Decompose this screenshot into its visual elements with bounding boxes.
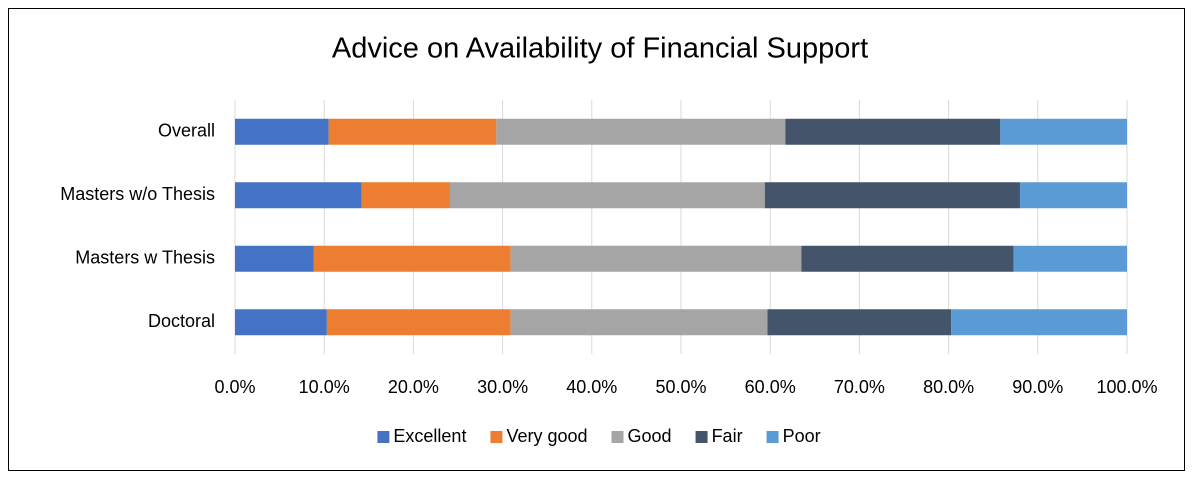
bar-segment	[785, 118, 1001, 145]
x-tick-label: 50.0%	[655, 377, 706, 397]
bar-segment	[1013, 245, 1127, 272]
x-tick-label: 40.0%	[566, 377, 617, 397]
bar-segment	[326, 309, 511, 336]
legend-swatch	[611, 431, 624, 443]
bar-segment	[1019, 182, 1127, 209]
x-tick-label: 0.0%	[214, 377, 255, 397]
bar-segment	[328, 118, 497, 145]
x-tick-label: 10.0%	[299, 377, 350, 397]
legend-swatch	[490, 431, 503, 443]
bar-segment	[951, 309, 1127, 336]
legend-swatch	[766, 431, 779, 443]
bar-segment	[510, 245, 802, 272]
legend-label: Excellent	[393, 426, 466, 446]
bar-segment	[801, 245, 1014, 272]
chart-border	[8, 8, 1185, 471]
x-tick-label: 20.0%	[388, 377, 439, 397]
legend-label: Fair	[712, 426, 743, 446]
x-tick-label: 90.0%	[1012, 377, 1063, 397]
bar-segment	[764, 182, 1020, 209]
x-tick-label: 70.0%	[834, 377, 885, 397]
bar-segment	[361, 182, 450, 209]
bar-segment	[1000, 118, 1127, 145]
bar-segment	[496, 118, 786, 145]
y-tick-label: Overall	[158, 121, 215, 141]
bar-segment	[235, 309, 327, 336]
legend-swatch	[377, 431, 390, 443]
legend-label: Good	[628, 426, 672, 446]
bar-segment	[235, 245, 314, 272]
y-tick-label: Masters w/o Thesis	[60, 184, 215, 204]
legend-swatch	[695, 431, 708, 443]
bar-segment	[235, 182, 362, 209]
bar-segment	[510, 309, 768, 336]
chart-title: Advice on Availability of Financial Supp…	[332, 33, 868, 65]
bar-segment	[235, 118, 329, 145]
legend-label: Very good	[506, 426, 587, 446]
bar-segment	[313, 245, 511, 272]
bar-segment	[449, 182, 765, 209]
legend-label: Poor	[783, 426, 821, 446]
y-tick-label: Masters w Thesis	[75, 248, 215, 268]
x-tick-label: 100.0%	[1096, 377, 1157, 397]
x-tick-label: 60.0%	[745, 377, 796, 397]
x-tick-label: 80.0%	[923, 377, 974, 397]
x-tick-label: 30.0%	[477, 377, 528, 397]
bar-segment	[767, 309, 952, 336]
y-tick-label: Doctoral	[148, 311, 215, 331]
